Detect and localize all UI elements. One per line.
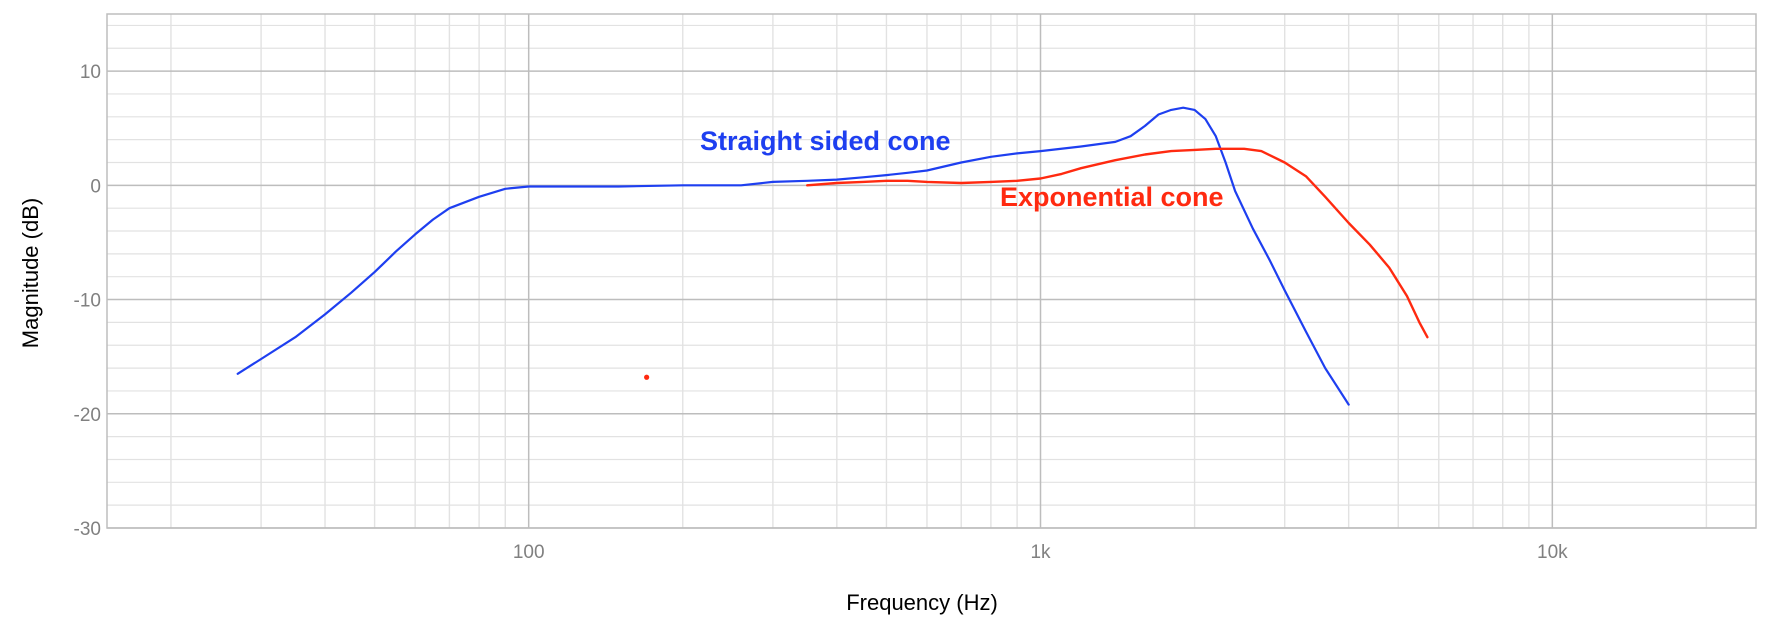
plot-frame — [106, 13, 1757, 529]
series-line-exponential-cone — [806, 147, 1429, 339]
y-tick-label: 0 — [90, 176, 101, 197]
x-tick-label: 10k — [1537, 542, 1568, 563]
series-line-straight-sided-cone — [236, 106, 1350, 406]
y-axis-title: Magnitude (dB) — [18, 198, 43, 348]
series-layer — [236, 106, 1429, 406]
grid — [107, 14, 1756, 529]
y-tick-label: 10 — [80, 62, 101, 83]
series-point-stray — [644, 374, 650, 380]
y-tick-label: -10 — [74, 291, 101, 312]
y-tick-label: -20 — [74, 405, 101, 426]
y-tick-label: -30 — [74, 519, 101, 540]
x-tick-label: 1k — [1030, 542, 1051, 563]
x-axis-title: Frequency (Hz) — [846, 590, 998, 615]
annotation-straight-sided-cone: Straight sided cone — [700, 126, 951, 156]
annotation-exponential-cone: Exponential cone — [1000, 182, 1224, 212]
x-tick-label: 100 — [513, 542, 545, 563]
